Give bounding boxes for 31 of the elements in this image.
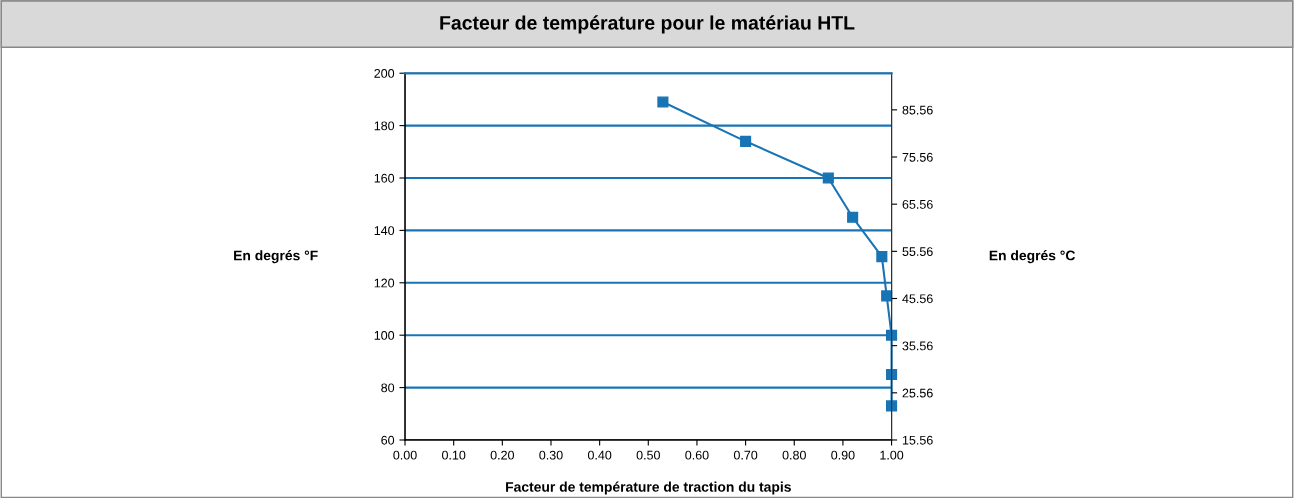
- y2-tick-label: 75.56: [902, 152, 933, 162]
- x-tick-label: 0.60: [685, 450, 709, 460]
- y-tick-label: 80: [381, 383, 395, 393]
- y-tick-label: 200: [374, 69, 395, 78]
- y2-tick-label: 55.56: [902, 247, 933, 256]
- y2-tick-label: 65.56: [902, 199, 933, 209]
- y2-tick-label: 35.56: [902, 341, 933, 351]
- x-tick-label: 0.70: [733, 450, 758, 460]
- chart-title: Facteur de température pour le matériau HTL: [440, 15, 855, 34]
- x-tick-label: 0.90: [831, 450, 855, 460]
- x-tick-label: 0.50: [636, 450, 660, 460]
- y-tick-label: 60: [381, 435, 395, 445]
- x-tick-label: 0.80: [782, 450, 806, 460]
- x-tick-label: 0.40: [587, 450, 612, 460]
- x-tick-label: 0.10: [442, 450, 466, 460]
- y-tick-label: 160: [374, 173, 395, 183]
- x-tick-label: 0.00: [393, 450, 417, 460]
- y2-axis-title: En degrés °C: [989, 250, 1076, 264]
- y-tick-label: 100: [374, 330, 395, 340]
- y-tick-label: 180: [374, 121, 395, 131]
- y-tick-label: 140: [374, 226, 395, 236]
- y-axis-title: En degrés °F: [234, 250, 318, 264]
- y-tick-label: 120: [374, 278, 395, 288]
- x-tick-label: 0.30: [539, 450, 563, 460]
- x-tick-label: 0.20: [490, 450, 515, 460]
- y2-tick-label: 15.56: [902, 435, 933, 445]
- y2-tick-label: 85.56: [902, 105, 933, 115]
- y2-tick-label: 45.56: [902, 294, 933, 304]
- x-axis-title: Facteur de température de traction du tapis: [506, 481, 791, 495]
- y2-tick-label: 25.56: [902, 388, 933, 398]
- x-tick-label: 1.00: [880, 450, 904, 460]
